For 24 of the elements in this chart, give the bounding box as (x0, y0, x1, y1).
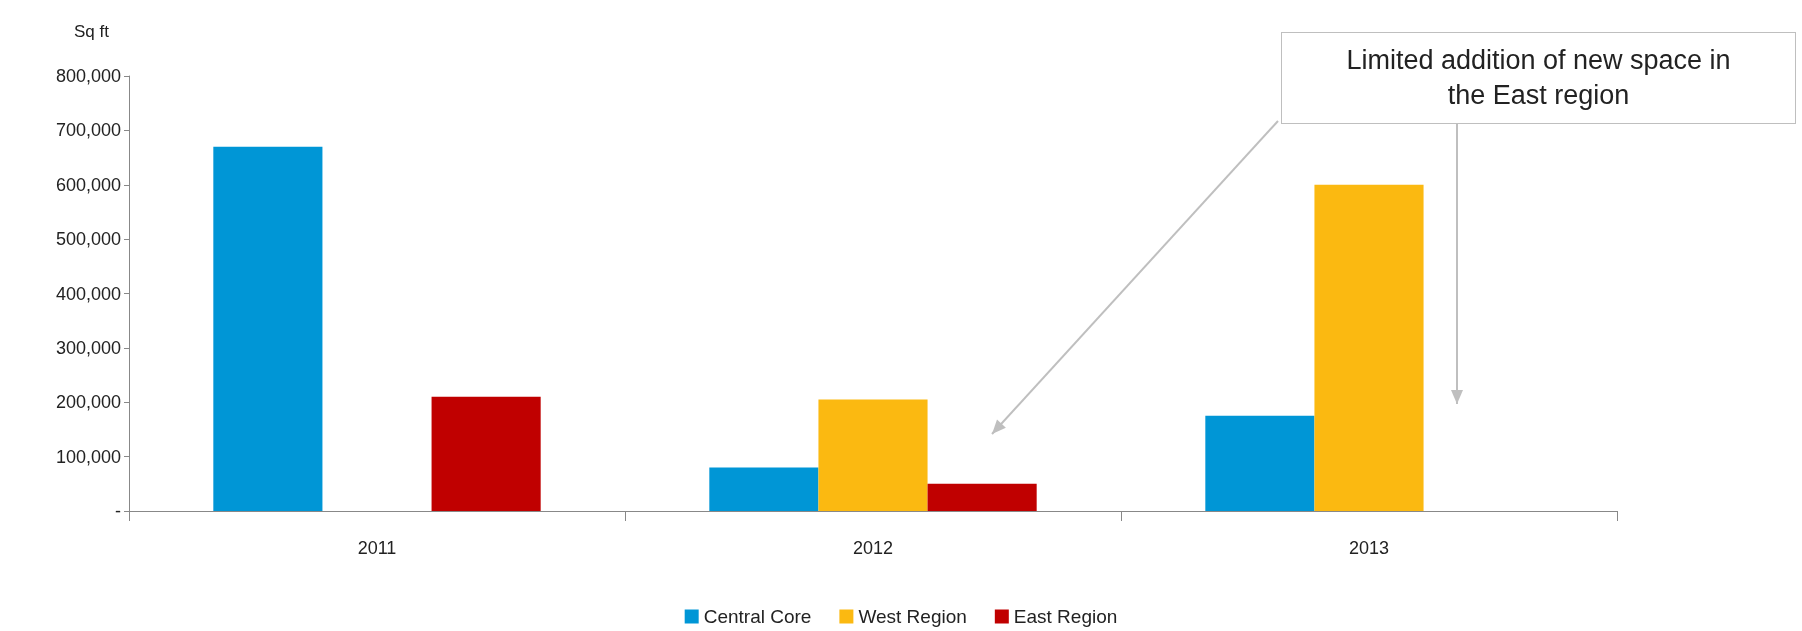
y-axis-title: Sq ft (74, 22, 110, 41)
bar (1205, 415, 1315, 511)
y-tick-label: 300,000 (55, 337, 121, 358)
y-tick-label: 600,000 (55, 174, 121, 195)
bar (927, 483, 1037, 511)
callout-box: Limited addition of new space in the East region (1281, 32, 1796, 124)
bar (709, 467, 819, 511)
bar (431, 396, 541, 511)
y-tick-label: 500,000 (55, 229, 121, 250)
y-tick-label: 700,000 (55, 120, 121, 141)
x-tick-label: 2012 (852, 538, 894, 558)
bar (1314, 184, 1424, 511)
bar (213, 146, 323, 511)
y-tick-label: 200,000 (55, 392, 121, 413)
legend-label: East Region (1013, 606, 1118, 627)
y-tick-label: 400,000 (55, 283, 121, 304)
y-tick-label: - (115, 501, 121, 521)
y-tick-label: 100,000 (55, 446, 121, 467)
legend-label: West Region (858, 606, 967, 627)
y-tick-label: 800,000 (55, 66, 121, 86)
legend-label: Central Core (703, 606, 812, 627)
bar (818, 399, 928, 511)
x-tick-label: 2013 (1348, 538, 1390, 558)
x-tick-label: 2011 (357, 538, 397, 558)
